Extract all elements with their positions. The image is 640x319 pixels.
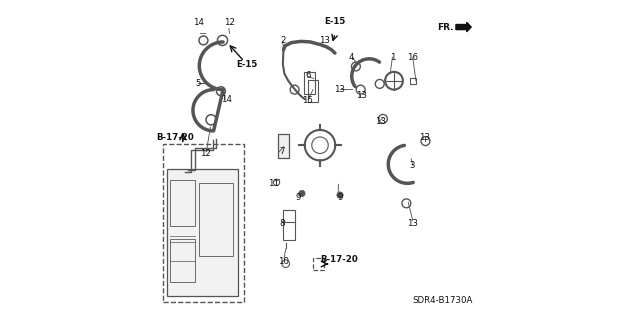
Bar	[313, 258, 324, 270]
Text: E-15: E-15	[324, 17, 346, 26]
Bar	[170, 180, 195, 226]
Text: 16: 16	[406, 53, 418, 62]
Text: 14: 14	[221, 95, 232, 104]
Text: 13: 13	[406, 219, 418, 227]
Bar	[170, 239, 195, 282]
Bar	[198, 183, 233, 256]
Text: 4: 4	[349, 53, 355, 62]
Text: 5: 5	[195, 79, 200, 88]
Text: 12: 12	[224, 19, 235, 27]
Text: 13: 13	[319, 36, 330, 45]
Text: 13: 13	[375, 117, 386, 126]
Text: 13: 13	[356, 92, 367, 100]
FancyBboxPatch shape	[278, 134, 289, 158]
Text: 9: 9	[338, 193, 343, 202]
Bar	[410, 78, 416, 84]
Text: B-17-20: B-17-20	[320, 255, 358, 264]
Text: 3: 3	[410, 161, 415, 170]
Text: 7: 7	[279, 147, 285, 156]
Bar	[282, 210, 294, 240]
FancyArrow shape	[456, 22, 471, 32]
Text: 15: 15	[303, 96, 314, 105]
Text: E-15: E-15	[236, 60, 257, 69]
Text: 12: 12	[200, 149, 211, 158]
Bar	[304, 71, 315, 94]
FancyBboxPatch shape	[166, 169, 238, 296]
Circle shape	[299, 190, 305, 197]
Text: 13: 13	[333, 85, 344, 94]
Text: 10: 10	[278, 257, 289, 266]
Text: B-17-20: B-17-20	[156, 133, 194, 142]
Text: 13: 13	[419, 133, 430, 142]
Text: 8: 8	[279, 219, 285, 227]
Circle shape	[337, 192, 343, 198]
Text: 6: 6	[305, 71, 310, 80]
Text: 2: 2	[280, 36, 285, 45]
Text: 14: 14	[193, 19, 204, 27]
Text: 11: 11	[268, 179, 280, 188]
Text: FR.: FR.	[438, 23, 454, 32]
Text: SDR4-B1730A: SDR4-B1730A	[412, 296, 472, 305]
Bar	[308, 80, 318, 102]
Text: 1: 1	[390, 53, 396, 62]
FancyBboxPatch shape	[163, 144, 244, 302]
Text: 9: 9	[295, 193, 300, 202]
